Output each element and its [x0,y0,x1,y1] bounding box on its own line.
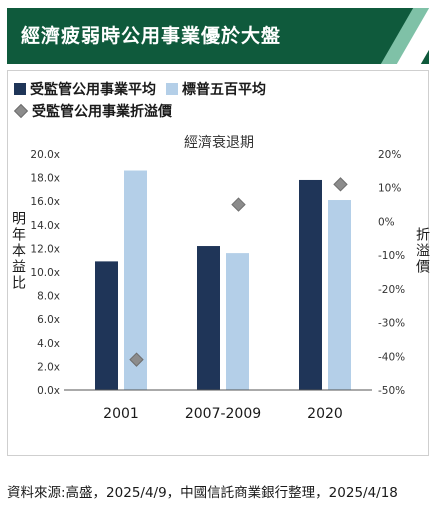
legend-label-premium: 受監管公用事業折溢價 [32,104,172,120]
bar-sp500 [226,253,249,390]
left-tick-label: 16.0x [30,196,60,208]
legend-label-sp500: 標普五百平均 [182,82,266,98]
left-tick-label: 18.0x [30,173,60,185]
legend-swatch-utilities [14,83,26,95]
left-axis: 0.0x 2.0x 4.0x 6.0x 8.0x 10.0x 12.0x 14.0x 16.0x… [30,149,60,397]
premium-marker [231,197,246,212]
left-tick-label: 14.0x [30,220,60,232]
legend-item-sp500: 標普五百平均 [166,79,266,99]
legend-item-premium: 受監管公用事業折溢價 [13,101,172,121]
right-tick-label: 20% [378,149,401,161]
right-tick-label: -40% [378,351,405,363]
legend-label-utilities: 受監管公用事業平均 [30,82,156,98]
legend-premium-row: 受監管公用事業折溢價 [13,101,182,121]
left-tick-label: 6.0x [37,314,60,326]
legend: 受監管公用事業平均 標普五百平均 [14,79,276,99]
category-axis: 2001 2007-2009 2020 [103,406,343,422]
premium-markers [129,177,348,367]
category-label: 2007-2009 [185,406,261,422]
bar-sp500 [124,170,147,390]
right-tick-label: -30% [378,318,405,330]
left-tick-label: 20.0x [30,149,60,161]
chart-title: 經濟衰退期 [184,134,254,151]
premium-marker [129,352,144,367]
category-label: 2001 [103,406,139,422]
legend-swatch-sp500 [166,83,178,95]
left-tick-label: 0.0x [37,385,60,397]
right-axis: -50% -40% -30% -20% -10% 0% 10% 20% [378,149,405,397]
left-tick-label: 4.0x [37,338,60,350]
right-tick-label: -50% [378,385,405,397]
source-note: 資料來源:高盛，2025/4/9，中國信託商業銀行整理，2025/4/18 [7,485,398,501]
title-banner: 經濟疲弱時公用事業優於大盤 [7,8,429,64]
premium-marker [333,177,348,192]
page-title: 經濟疲弱時公用事業優於大盤 [21,25,282,47]
left-tick-label: 8.0x [37,291,60,303]
category-label: 2020 [307,406,343,422]
right-tick-label: 0% [378,216,395,228]
left-tick-label: 2.0x [37,361,60,373]
legend-item-utilities: 受監管公用事業平均 [14,79,156,99]
chart-plot: 經濟衰退期 0.0x 2.0x 4.0x 6.0x 8.0x 10.0x 12.0x 14.0… [30,134,405,422]
bar-utilities [197,246,220,390]
right-tick-label: 10% [378,183,401,195]
bar-utilities [299,179,322,390]
left-axis-title: 明年本益比 [10,211,26,291]
bar-utilities [95,261,118,390]
left-tick-label: 10.0x [30,267,60,279]
right-tick-label: -20% [378,284,405,296]
left-tick-label: 12.0x [30,243,60,255]
bars [64,170,372,391]
right-tick-label: -10% [378,250,405,262]
right-axis-title: 折溢價 [414,227,430,275]
chart-panel: 受監管公用事業平均 標普五百平均 受監管公用事業折溢價 經濟衰退期 0.0x 2.… [7,70,430,456]
bar-sp500 [328,200,351,390]
